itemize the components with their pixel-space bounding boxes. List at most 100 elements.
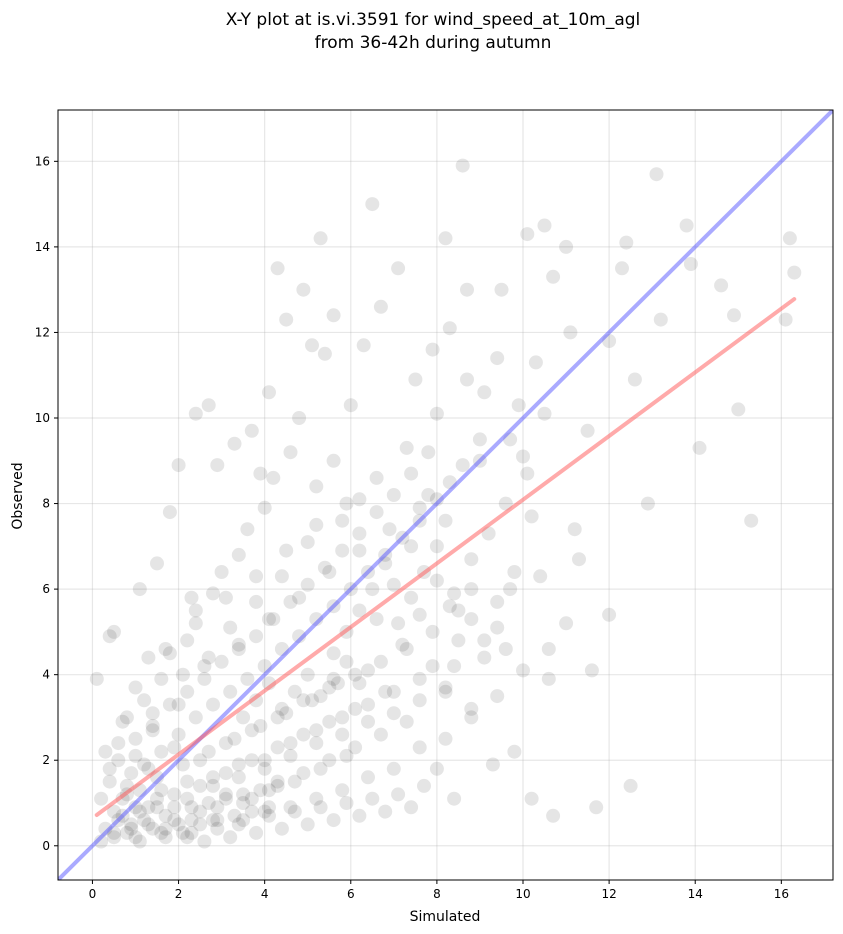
- data-point: [145, 723, 160, 738]
- data-point: [464, 710, 479, 725]
- data-point: [132, 804, 147, 819]
- data-point: [714, 278, 729, 293]
- data-point: [197, 834, 212, 849]
- data-point: [300, 577, 315, 592]
- data-point: [283, 800, 298, 815]
- data-point: [236, 796, 251, 810]
- data-point: [206, 813, 220, 828]
- data-point: [429, 406, 444, 421]
- data-point: [442, 599, 457, 614]
- data-point: [352, 603, 367, 618]
- data-point: [193, 817, 208, 832]
- data-point: [490, 689, 505, 704]
- data-point: [102, 761, 117, 776]
- data-point: [154, 825, 169, 840]
- data-point: [386, 684, 401, 699]
- data-point: [352, 526, 367, 541]
- data-point: [408, 372, 423, 387]
- data-point: [339, 496, 354, 511]
- data-point: [373, 654, 388, 669]
- data-point: [627, 372, 642, 387]
- data-point: [429, 573, 444, 588]
- data-point: [472, 432, 487, 447]
- data-point: [782, 231, 797, 246]
- data-point: [352, 808, 367, 823]
- data-point: [322, 753, 337, 768]
- data-point: [270, 261, 285, 276]
- data-point: [348, 667, 363, 682]
- data-point: [429, 539, 444, 554]
- chart-subtitle: from 36-42h during autumn: [315, 33, 552, 53]
- data-point: [352, 676, 367, 691]
- data-point: [460, 282, 474, 297]
- data-point: [210, 821, 225, 836]
- grid: [58, 110, 833, 880]
- data-point: [214, 654, 229, 669]
- data-point: [128, 680, 143, 695]
- data-point: [201, 744, 216, 759]
- y-tick-label: 0: [42, 839, 50, 853]
- data-point: [447, 586, 462, 601]
- data-point: [516, 663, 530, 678]
- data-point: [206, 778, 220, 793]
- data-point: [391, 787, 406, 802]
- data-point: [111, 736, 126, 751]
- data-point: [528, 355, 543, 370]
- data-point: [274, 701, 289, 716]
- data-point: [150, 791, 164, 806]
- data-point: [279, 312, 294, 327]
- data-point: [180, 684, 195, 699]
- data-point: [188, 603, 203, 618]
- data-point: [218, 791, 233, 806]
- data-point: [317, 346, 332, 361]
- data-point: [438, 231, 453, 246]
- data-point: [266, 612, 281, 627]
- x-tick-label: 6: [347, 887, 355, 901]
- data-point: [365, 197, 380, 212]
- data-point: [778, 312, 793, 327]
- data-point: [300, 667, 315, 682]
- data-point: [257, 761, 272, 776]
- data-point: [300, 817, 315, 832]
- data-point: [683, 257, 698, 271]
- data-point: [253, 466, 268, 481]
- y-tick-label: 12: [35, 325, 50, 339]
- data-point: [223, 830, 238, 845]
- data-point: [356, 338, 371, 353]
- data-point: [300, 535, 315, 550]
- data-point: [231, 770, 246, 785]
- data-point: [283, 594, 298, 609]
- data-point: [193, 804, 208, 819]
- trend-lines: [58, 110, 833, 880]
- data-point: [262, 808, 276, 823]
- data-point: [236, 787, 251, 802]
- data-point: [102, 774, 117, 789]
- data-point: [145, 821, 160, 836]
- data-point: [679, 218, 694, 233]
- data-point: [731, 402, 746, 417]
- data-point: [201, 650, 216, 665]
- data-point: [649, 167, 664, 182]
- data-point: [128, 830, 143, 845]
- data-point: [210, 800, 225, 815]
- data-point: [137, 813, 152, 828]
- data-point: [412, 740, 427, 755]
- data-point: [369, 505, 384, 520]
- data-point: [167, 813, 182, 828]
- data-point: [404, 539, 419, 554]
- data-point: [412, 693, 427, 708]
- data-point: [154, 744, 169, 759]
- plot-frame: [57, 109, 834, 881]
- data-point: [223, 684, 238, 699]
- data-point: [322, 714, 337, 729]
- data-point: [231, 547, 246, 562]
- data-point: [305, 338, 319, 353]
- data-point: [188, 406, 203, 421]
- data-point: [326, 671, 341, 686]
- data-point: [373, 727, 388, 742]
- data-point: [602, 607, 617, 622]
- data-point: [141, 800, 156, 815]
- data-point: [640, 496, 655, 511]
- data-point: [373, 299, 388, 314]
